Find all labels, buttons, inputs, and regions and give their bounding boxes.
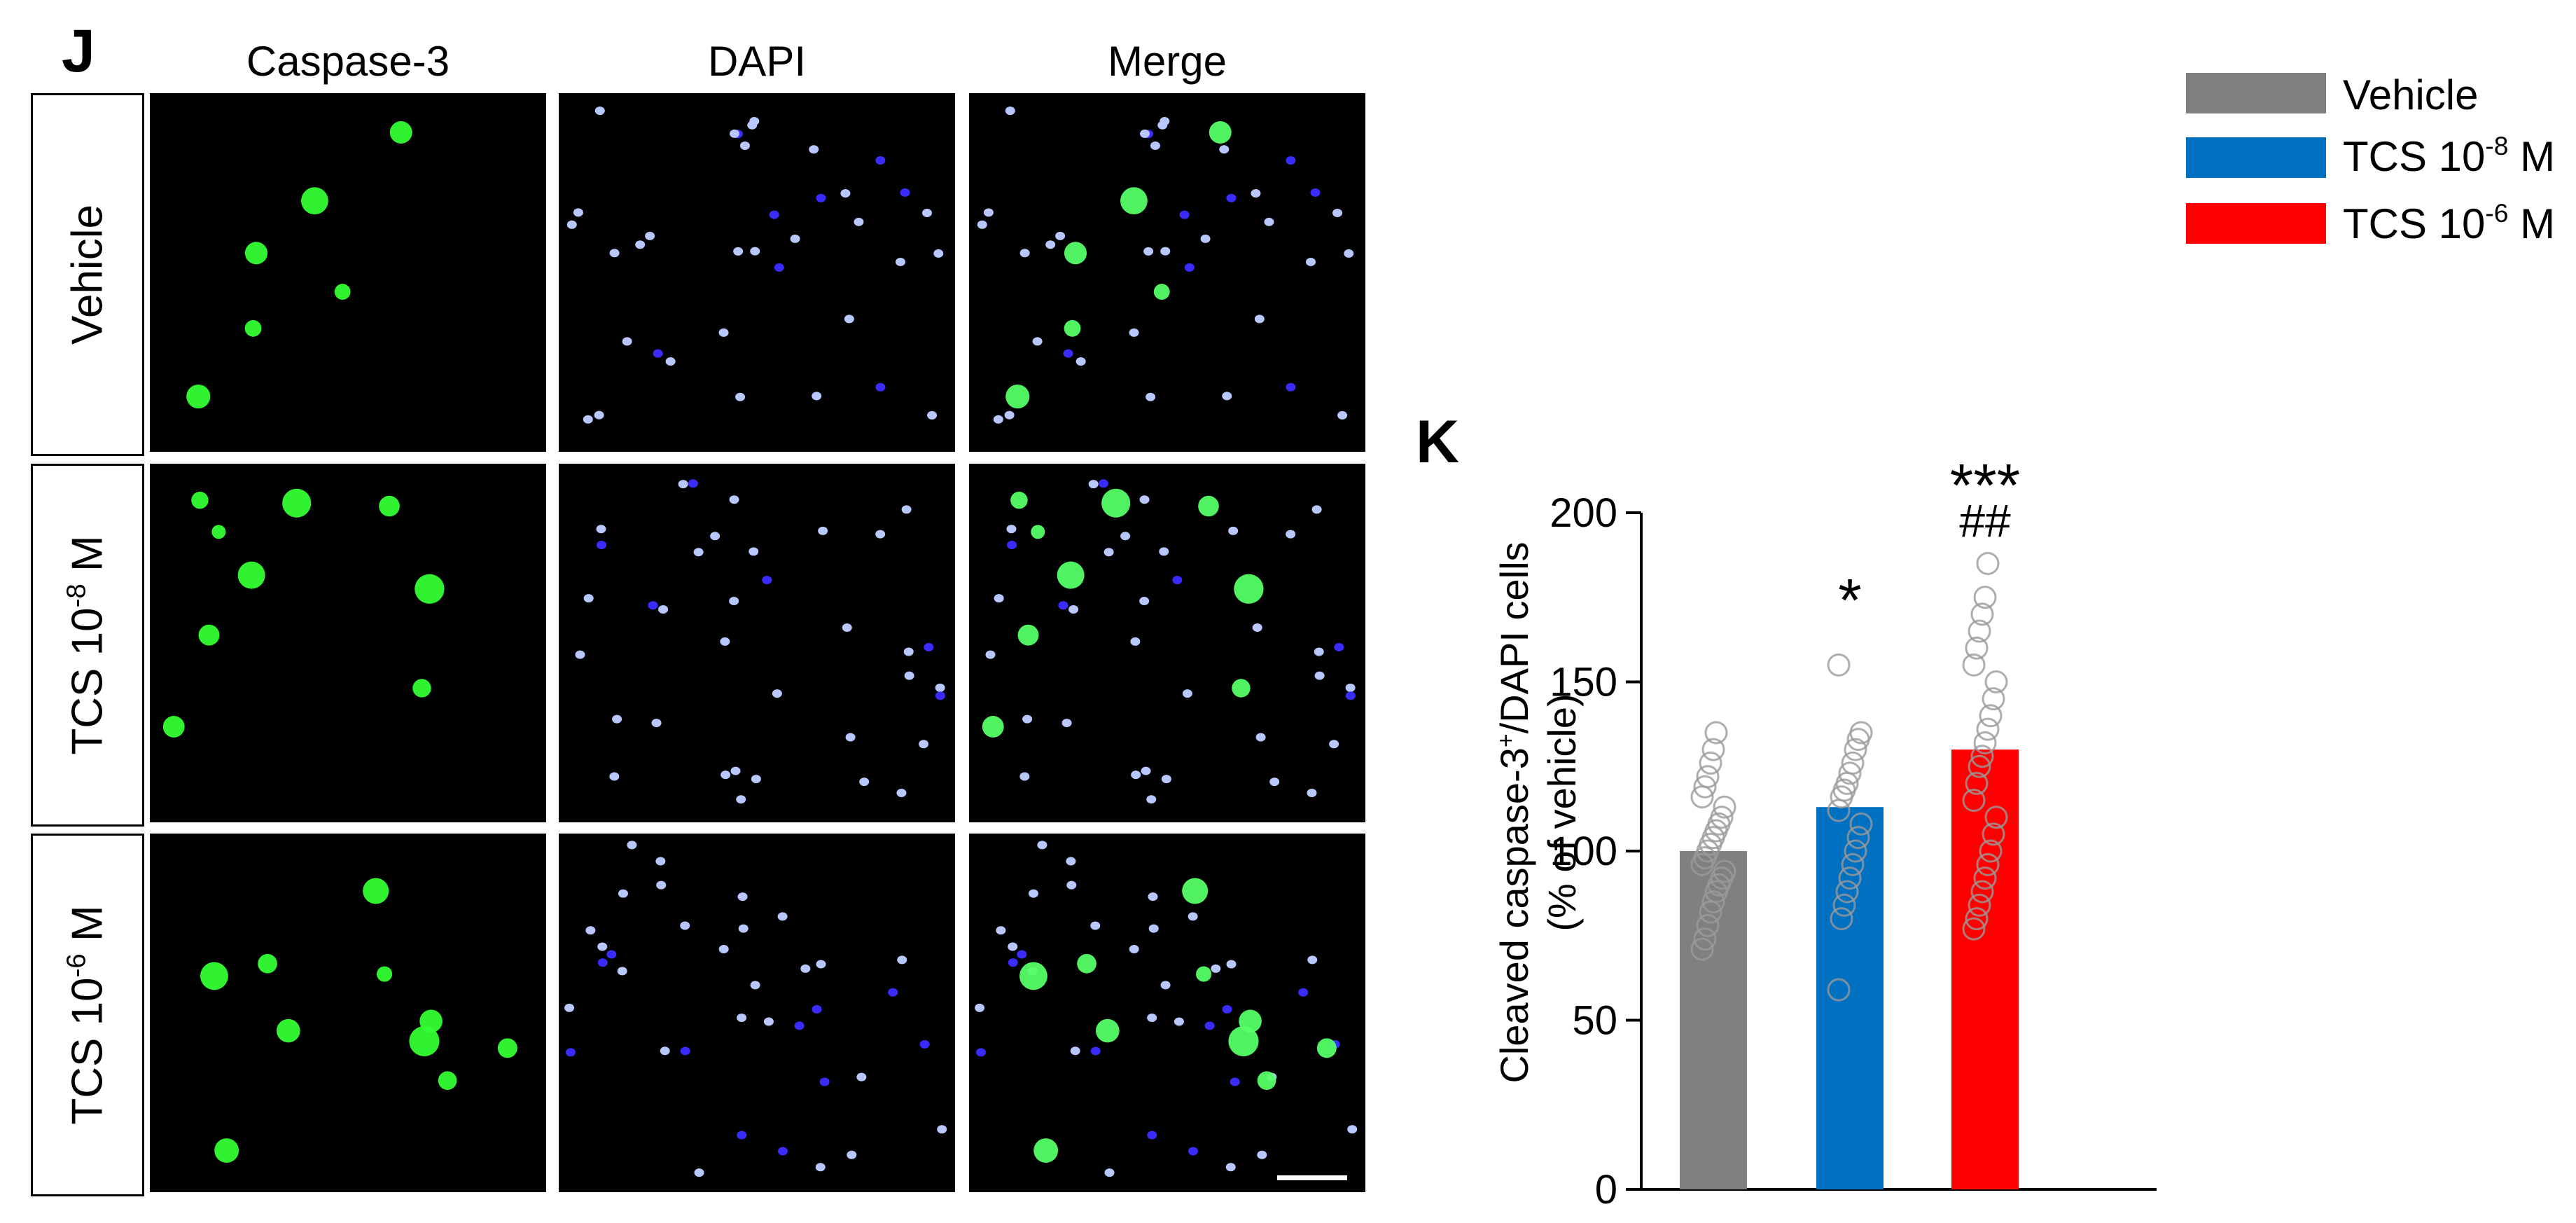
data-point-2-22 — [1973, 586, 1997, 609]
data-point-0-19 — [1693, 775, 1717, 799]
micrograph-tcs-10-8-merge — [969, 464, 1365, 822]
panel-k-letter: K — [1416, 408, 1460, 476]
y-axis-label: Cleaved caspase-3+/DAPI cells (% of vehi… — [1492, 541, 1584, 1083]
bar-1 — [1816, 807, 1884, 1189]
data-point-0-17 — [1713, 795, 1736, 819]
data-point-2-6 — [1979, 839, 2003, 863]
data-point-2-0 — [1962, 917, 1986, 941]
row-label-vehicle: Vehicle — [63, 205, 112, 345]
data-point-0-20 — [1696, 765, 1720, 789]
data-point-2-9 — [1962, 789, 1986, 813]
data-point-0-2 — [1696, 913, 1720, 937]
data-point-1-0 — [1827, 978, 1851, 1002]
data-point-2-13 — [1973, 731, 1997, 754]
data-point-2-16 — [1982, 687, 2005, 711]
data-point-1-13 — [1838, 761, 1862, 785]
significance-hash-tcs-10-6: ## — [1959, 495, 2011, 546]
legend-label-vehicle: Vehicle — [2343, 71, 2479, 118]
row-label-box-tcs-10-8: TCS 10-8 M — [31, 464, 144, 827]
row-label-tcs-10-6: TCS 10-6 M — [61, 905, 112, 1125]
data-point-0-22 — [1701, 738, 1725, 761]
data-point-2-10 — [1965, 771, 1989, 795]
y-tick-label-200: 200 — [1550, 490, 1617, 536]
legend-swatch-tcs-10-8 — [2186, 137, 2326, 178]
column-header-dapi: DAPI — [707, 38, 807, 85]
data-point-2-20 — [1968, 619, 1991, 643]
data-point-2-5 — [1976, 852, 2000, 876]
data-point-1-5 — [1841, 852, 1865, 876]
panel-j-letter: J — [62, 18, 95, 85]
data-point-2-11 — [1968, 754, 1991, 778]
significance-star-tcs-10-8: * — [1838, 567, 1861, 635]
data-point-1-2 — [1832, 893, 1856, 917]
data-point-2-17 — [1984, 670, 2008, 693]
micrograph-vehicle-caspase-3 — [150, 93, 546, 452]
legend-label-tcs-10-8: TCS 10-8 M — [2343, 130, 2556, 180]
data-point-2-12 — [1970, 745, 1994, 768]
data-point-2-8 — [1984, 806, 2008, 829]
legend-swatch-vehicle — [2186, 73, 2326, 113]
column-header-caspase-3: Caspase-3 — [246, 38, 450, 85]
row-label-box-vehicle: Vehicle — [31, 93, 144, 456]
row-label-tcs-10-8: TCS 10-8 M — [61, 535, 112, 755]
micrograph-tcs-10-8-caspase-3 — [150, 464, 546, 822]
data-point-2-3 — [1970, 880, 1994, 904]
data-point-1-18 — [1827, 653, 1851, 677]
data-point-1-14 — [1841, 751, 1865, 775]
micrograph-vehicle-merge — [969, 93, 1365, 452]
data-point-1-15 — [1844, 738, 1867, 761]
data-point-0-0 — [1690, 937, 1714, 961]
column-header-merge: Merge — [1107, 38, 1227, 85]
bar-chart-cleaved-caspase-3: Cleaved caspase-3+/DAPI cells (% of vehi… — [1492, 452, 2157, 1212]
significance-stars-tcs-10-6: *** — [1950, 452, 2020, 519]
y-axis-label-line2: (% of vehicle) — [1540, 693, 1584, 931]
data-point-2-21 — [1970, 602, 1994, 626]
micrograph-tcs-10-6-caspase-3 — [150, 834, 546, 1192]
micrograph-vehicle-dapi — [559, 93, 955, 452]
y-tick-label-100: 100 — [1550, 829, 1617, 874]
data-point-1-3 — [1835, 880, 1859, 904]
data-point-1-8 — [1849, 812, 1873, 836]
data-point-2-18 — [1962, 653, 1986, 677]
data-point-1-7 — [1846, 826, 1870, 850]
micrograph-tcs-10-6-merge — [969, 834, 1365, 1192]
bar-0 — [1680, 851, 1747, 1189]
data-point-2-2 — [1968, 893, 1991, 917]
data-point-2-14 — [1976, 717, 2000, 741]
data-point-2-19 — [1965, 636, 1989, 660]
data-point-1-1 — [1830, 907, 1853, 931]
y-tick-label-0: 0 — [1595, 1167, 1617, 1212]
legend-swatch-tcs-10-6 — [2186, 203, 2326, 244]
y-tick-label-50: 50 — [1572, 998, 1617, 1044]
row-label-box-tcs-10-6: TCS 10-6 M — [31, 834, 144, 1196]
data-point-2-4 — [1973, 866, 1997, 890]
y-tick-label-150: 150 — [1550, 660, 1617, 705]
data-point-1-17 — [1849, 721, 1873, 745]
data-point-2-1 — [1965, 907, 1989, 931]
micrograph-tcs-10-6-dapi — [559, 834, 955, 1192]
data-point-0-1 — [1693, 927, 1717, 951]
data-point-0-23 — [1704, 721, 1728, 745]
micrograph-tcs-10-8-dapi — [559, 464, 955, 822]
bar-2 — [1951, 749, 2019, 1189]
data-point-2-23 — [1976, 551, 2000, 575]
scale-bar — [1277, 1175, 1347, 1180]
data-point-2-15 — [1979, 704, 2003, 728]
legend-label-tcs-10-6: TCS 10-6 M — [2343, 198, 2556, 247]
data-point-0-16 — [1710, 806, 1734, 829]
data-point-1-6 — [1844, 839, 1867, 863]
y-axis-label-line1: Cleaved caspase-3+/DAPI cells — [1492, 541, 1536, 1083]
data-point-0-8 — [1713, 859, 1736, 883]
data-point-0-21 — [1699, 751, 1722, 775]
data-point-1-4 — [1838, 866, 1862, 890]
data-point-0-4 — [1701, 890, 1725, 913]
data-point-2-7 — [1982, 822, 2005, 846]
